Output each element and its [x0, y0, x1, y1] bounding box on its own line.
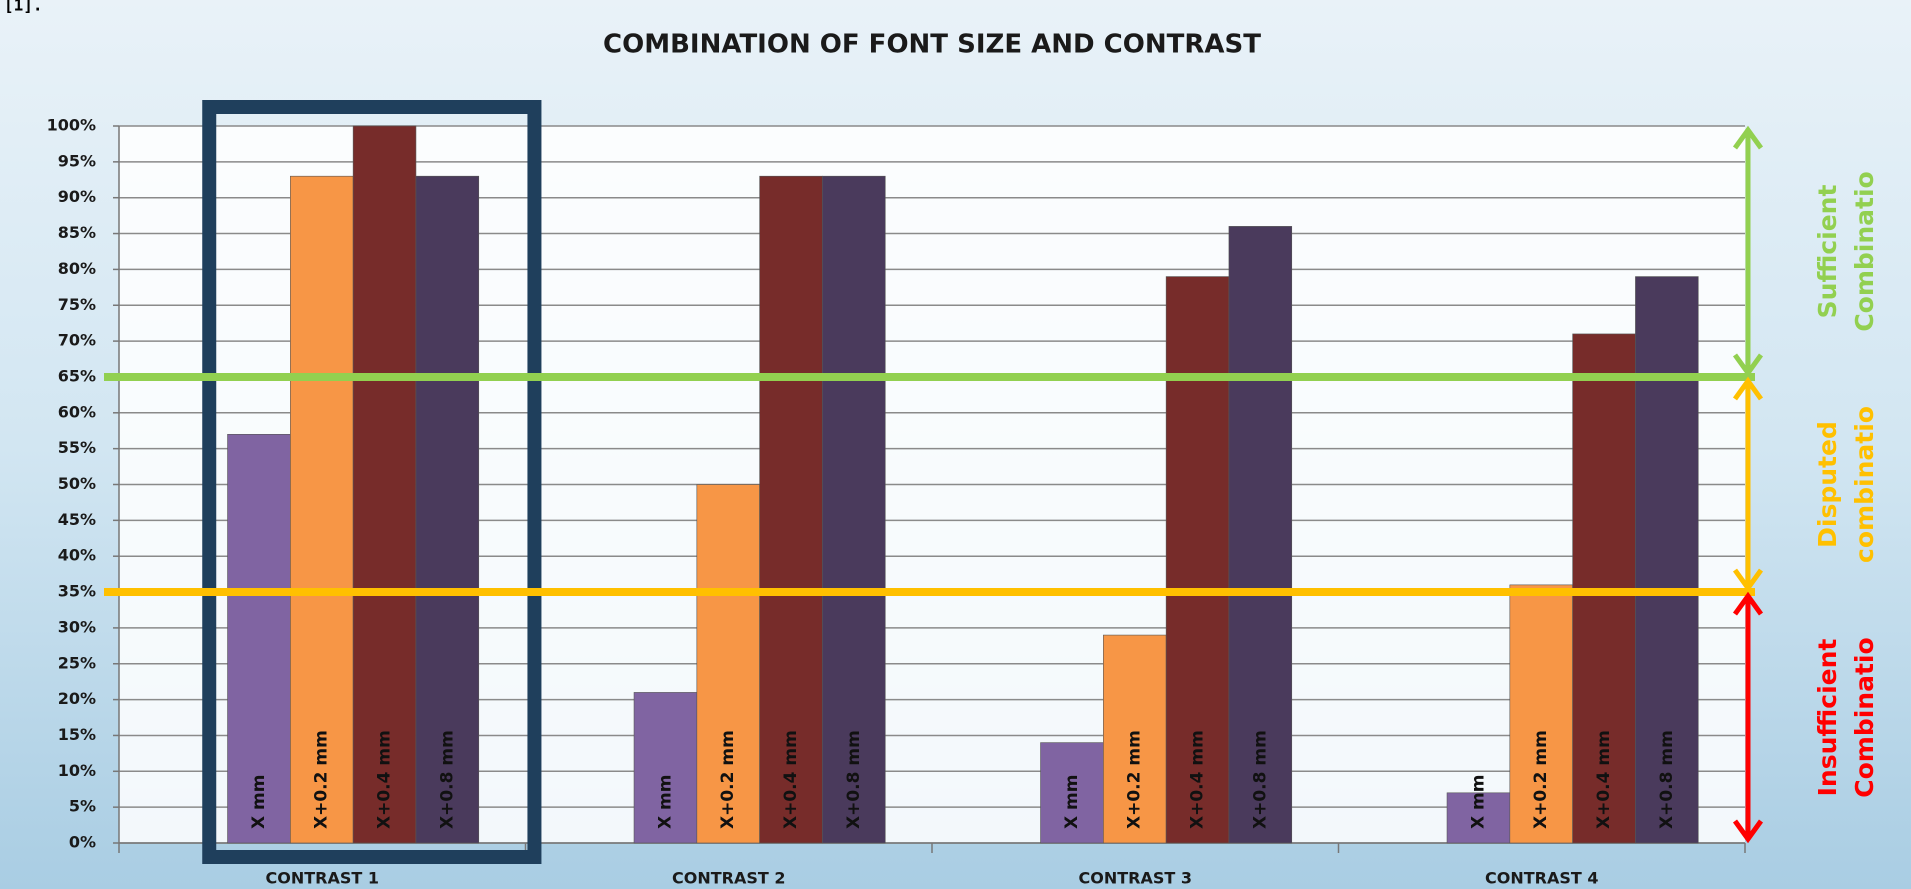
y-tick-label: 30% — [58, 617, 96, 636]
chart-title: COMBINATION OF FONT SIZE AND CONTRAST — [603, 30, 1261, 60]
bar-label: X+0.2 mm — [1125, 730, 1145, 829]
y-tick-label: 35% — [58, 582, 96, 601]
band-label: Sufficient — [1813, 185, 1842, 319]
band-label: Insufficient — [1813, 639, 1842, 797]
bar-label: X+0.2 mm — [718, 730, 738, 829]
x-tick-label: CONTRAST 2 — [672, 869, 786, 888]
bar-label: X+0.2 mm — [1531, 730, 1551, 829]
y-tick-label: 50% — [58, 474, 96, 493]
bar-label: X mm — [249, 775, 269, 829]
x-tick-label: CONTRAST 1 — [266, 869, 380, 888]
x-tick-label: CONTRAST 3 — [1079, 869, 1193, 888]
band-label: combinatio — [1850, 406, 1879, 563]
y-tick-label: 65% — [58, 366, 96, 385]
bar-label: X+0.8 mm — [437, 730, 457, 829]
y-tick-label: 75% — [58, 295, 96, 314]
y-tick-label: 100% — [47, 116, 96, 135]
bar-label: X mm — [655, 775, 675, 829]
y-tick-label: 90% — [58, 187, 96, 206]
y-tick-label: 5% — [69, 797, 96, 816]
y-tick-label: 20% — [58, 689, 96, 708]
y-tick-label: 0% — [69, 833, 96, 852]
bar-label: X+0.2 mm — [312, 730, 332, 829]
band-label: Combinatio — [1850, 637, 1879, 797]
bar-label: X mm — [1468, 775, 1488, 829]
y-tick-label: 40% — [58, 546, 96, 565]
chart: [1]. COMBINATION OF FONT SIZE AND CONTRA… — [0, 0, 1911, 889]
y-tick-label: 15% — [58, 725, 96, 744]
bar-label: X+0.4 mm — [375, 730, 395, 829]
bar-label: X mm — [1062, 775, 1082, 829]
page: [1]. COMBINATION OF FONT SIZE AND CONTRA… — [0, 0, 1911, 889]
bar-label: X+0.4 mm — [1188, 730, 1208, 829]
y-tick-label: 85% — [58, 223, 96, 242]
bar-label: X+0.8 mm — [1250, 730, 1270, 829]
y-tick-label: 25% — [58, 653, 96, 672]
y-tick-label: 45% — [58, 510, 96, 529]
x-tick-label: CONTRAST 4 — [1485, 869, 1599, 888]
band-label: Combinatio — [1850, 171, 1879, 331]
bar-label: X+0.8 mm — [1657, 730, 1677, 829]
bar-label: X+0.4 mm — [1594, 730, 1614, 829]
note: [1]. — [4, 0, 43, 15]
band-label: Disputed — [1813, 421, 1842, 548]
bar-label: X+0.4 mm — [781, 730, 801, 829]
y-tick-label: 55% — [58, 438, 96, 457]
bar-label: X+0.8 mm — [844, 730, 864, 829]
y-tick-label: 70% — [58, 331, 96, 350]
y-tick-label: 95% — [58, 151, 96, 170]
y-tick-label: 80% — [58, 259, 96, 278]
y-tick-label: 10% — [58, 761, 96, 780]
y-tick-label: 60% — [58, 402, 96, 421]
